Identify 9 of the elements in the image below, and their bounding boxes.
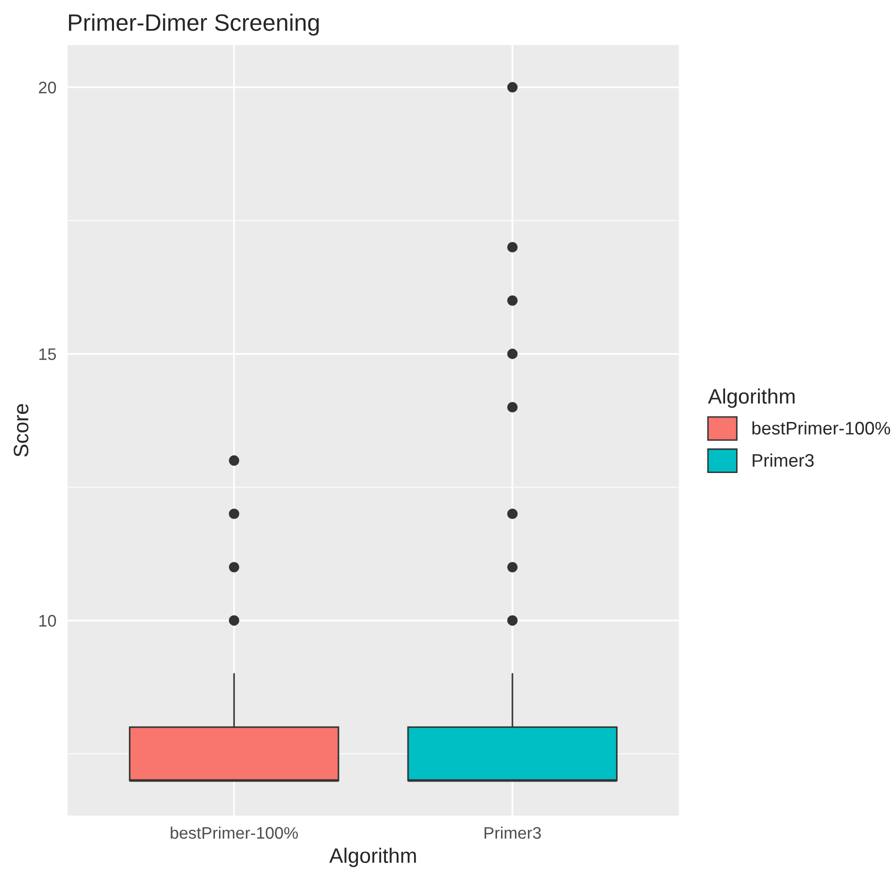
y-tick-label: 10 [39, 614, 56, 627]
y-axis-title: Score [14, 404, 28, 457]
y-tick-label: 20 [38, 82, 56, 94]
x-axis-title: Algorithm [329, 848, 416, 868]
legend-title: Algorithm [708, 388, 795, 408]
y-tick-label: 15 [39, 348, 56, 360]
legend-label: bestPrimer-100% [752, 421, 890, 435]
chart-title: Primer-Dimer Screening [68, 14, 319, 36]
legend-label: Primer3 [752, 454, 814, 467]
